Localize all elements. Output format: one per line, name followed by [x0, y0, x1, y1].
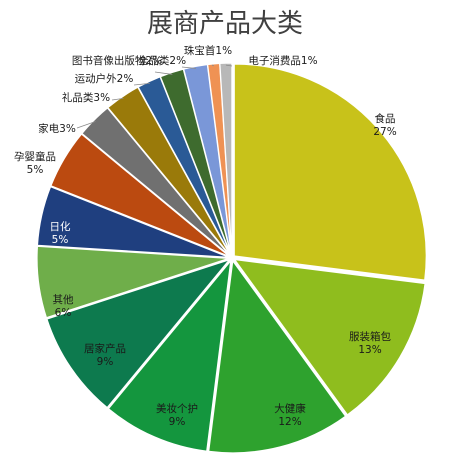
pie-slice [107, 258, 232, 452]
slice-label: 珠宝首1% [184, 44, 232, 57]
slice-label-name: 食品 [375, 112, 396, 125]
slice-label: 食品 27% [373, 112, 396, 138]
slice-label-percent: 9% [169, 416, 186, 428]
slice-label: 大健康 12% [274, 402, 306, 428]
leader-line [133, 82, 150, 86]
slices-group [36, 62, 427, 454]
pie-slice [36, 245, 230, 319]
slice-label-name: 大健康 [274, 402, 306, 415]
slice-label-percent: 27% [373, 126, 396, 138]
slice-label-percent: 5% [52, 234, 69, 246]
slice-label-percent: 6% [55, 307, 72, 319]
chart-title: 展商产品大类 [147, 9, 303, 39]
slice-label-name: 服装箱包 [349, 330, 391, 343]
slice-label-name: 居家产品 [84, 342, 126, 355]
leader-lines-group [76, 64, 233, 129]
slice-label: 居家产品 9% [84, 342, 126, 368]
slice-label: 日化 5% [50, 220, 71, 246]
pie-slice [219, 62, 233, 256]
slice-label-name: 日化 [50, 220, 71, 233]
slice-label-percent: 5% [27, 164, 44, 176]
leader-line [154, 71, 173, 75]
pie-slice [233, 258, 426, 416]
leader-line [76, 121, 96, 129]
leader-line [225, 64, 233, 67]
slice-label-percent: 12% [278, 416, 301, 428]
slice-label-name: 其他 [53, 293, 74, 306]
slice-label: 美妆个护 9% [156, 402, 198, 428]
slice-label-name: 孕婴童品 [14, 150, 56, 163]
slice-label: 运动户外2% [75, 72, 134, 85]
slice-label-percent: 9% [97, 356, 114, 368]
slice-label: 其他 6% [53, 293, 74, 319]
slice-label: 图书音像出版物2% [72, 54, 162, 67]
pie-slice [36, 185, 230, 258]
labels-group: 食品 27%服装箱包 13%大健康 12%美妆个护 9%居家产品 9%其他 6%日化 5%孕婴… [14, 44, 397, 428]
slice-label: 服装箱包 13% [349, 330, 391, 356]
leader-line [111, 97, 124, 101]
leader-line [181, 66, 196, 69]
slice-label-percent: 13% [358, 344, 381, 356]
slice-label: 全品类2% [138, 54, 186, 67]
slice-label: 孕婴童品 5% [14, 150, 56, 176]
pie-slice [208, 259, 347, 454]
pie-slice [50, 133, 230, 258]
slice-label: 家电3% [38, 122, 76, 135]
pie-slice [233, 63, 427, 281]
leader-line [211, 64, 215, 67]
slice-label: 礼品类3% [62, 91, 110, 104]
pie-slice [46, 258, 232, 409]
slice-label: 电子消费品1% [248, 54, 317, 67]
slice-label-name: 美妆个护 [156, 402, 198, 415]
